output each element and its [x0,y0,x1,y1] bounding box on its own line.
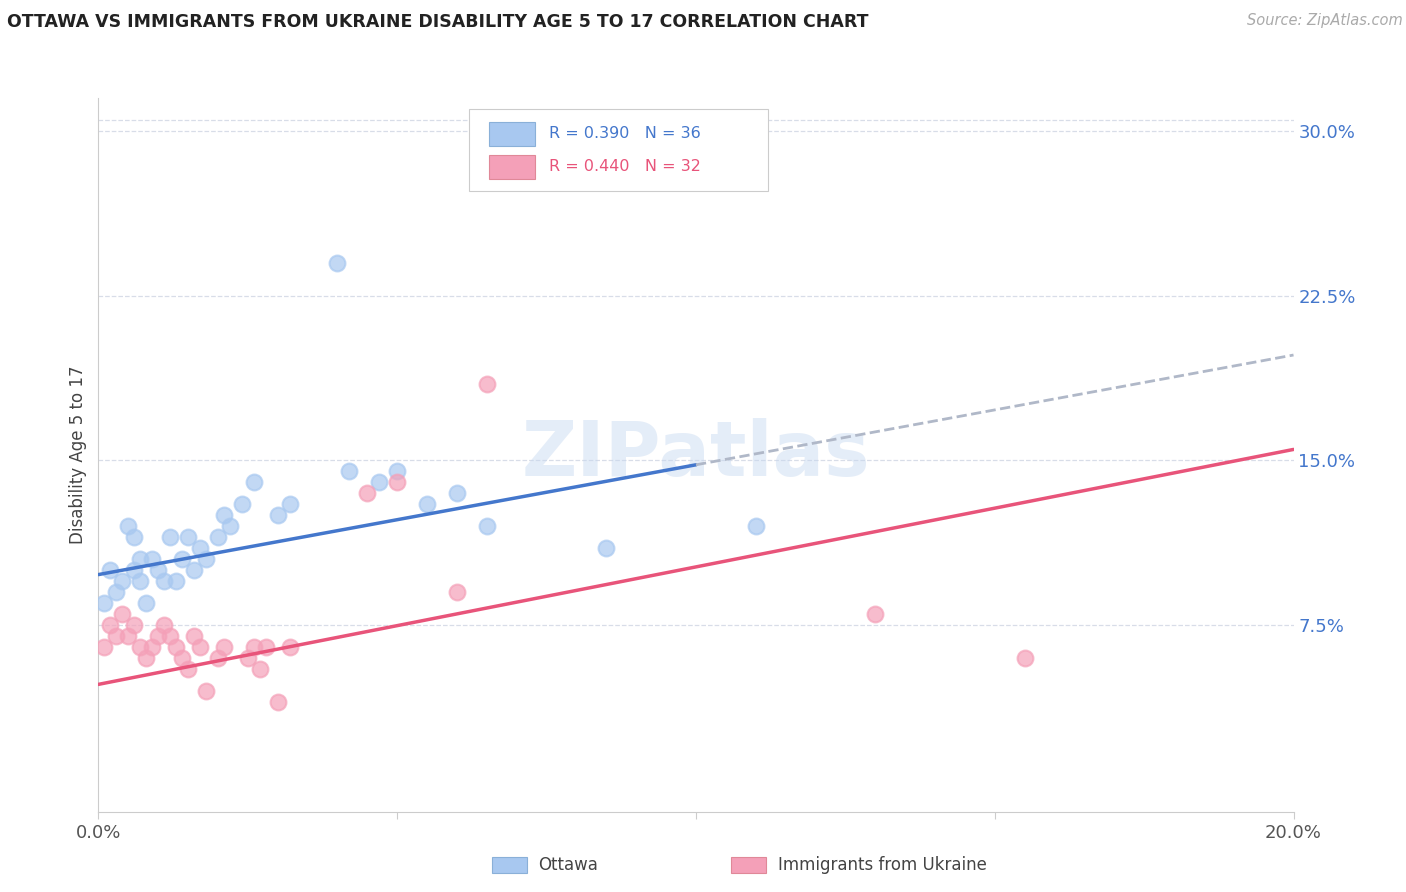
Point [124,618,146,632]
Point [111,574,134,589]
Point [745,519,768,533]
Point [129,640,152,654]
Point [212,508,235,523]
Point [207,651,229,665]
Point [129,552,152,566]
Point [243,475,266,490]
Text: Source: ZipAtlas.com: Source: ZipAtlas.com [1247,13,1403,29]
Point [100,563,122,577]
Point [111,607,134,621]
Point [595,541,617,556]
Point [165,640,187,654]
Point [141,552,163,566]
Point [141,640,163,654]
Point [159,629,181,643]
Point [183,563,205,577]
Point [172,552,194,566]
Text: Immigrants from Ukraine: Immigrants from Ukraine [778,856,987,874]
Point [177,662,200,676]
Point [195,552,218,566]
Point [249,662,271,676]
Point [105,585,128,599]
Point [172,651,194,665]
Point [339,464,360,478]
Point [117,519,139,533]
Point [475,376,498,391]
Point [135,596,157,610]
Point [148,629,170,643]
Point [385,475,409,490]
Point [159,530,181,544]
Point [219,519,242,533]
Point [212,640,235,654]
Point [177,530,200,544]
Text: R = 0.440   N = 32: R = 0.440 N = 32 [548,159,700,174]
Point [117,629,139,643]
Point [326,256,349,270]
FancyBboxPatch shape [470,109,768,191]
Text: OTTAWA VS IMMIGRANTS FROM UKRAINE DISABILITY AGE 5 TO 17 CORRELATION CHART: OTTAWA VS IMMIGRANTS FROM UKRAINE DISABI… [7,13,869,31]
Point [446,585,468,599]
Point [236,651,259,665]
Point [231,497,253,511]
Bar [489,155,534,178]
Point [267,695,290,709]
Point [243,640,266,654]
Point [207,530,229,544]
Point [129,574,152,589]
Point [93,596,115,610]
Point [368,475,391,490]
Text: Ottawa: Ottawa [538,856,599,874]
Point [188,640,211,654]
Point [446,486,468,500]
Point [416,497,439,511]
Point [105,629,128,643]
Point [153,618,176,632]
Point [195,684,218,698]
Point [278,640,301,654]
Point [165,574,187,589]
Point [267,508,290,523]
Point [135,651,157,665]
Point [100,618,122,632]
Point [93,640,115,654]
Point [1014,651,1036,665]
Point [124,563,146,577]
Text: R = 0.390   N = 36: R = 0.390 N = 36 [548,127,700,141]
Point [148,563,170,577]
Point [183,629,205,643]
Point [124,530,146,544]
Bar [489,122,534,146]
Point [475,519,498,533]
Y-axis label: Disability Age 5 to 17: Disability Age 5 to 17 [69,366,87,544]
Point [188,541,211,556]
Point [254,640,277,654]
Point [278,497,301,511]
Point [385,464,409,478]
Text: ZIPatlas: ZIPatlas [522,418,870,491]
Point [356,486,378,500]
Point [865,607,887,621]
Point [153,574,176,589]
